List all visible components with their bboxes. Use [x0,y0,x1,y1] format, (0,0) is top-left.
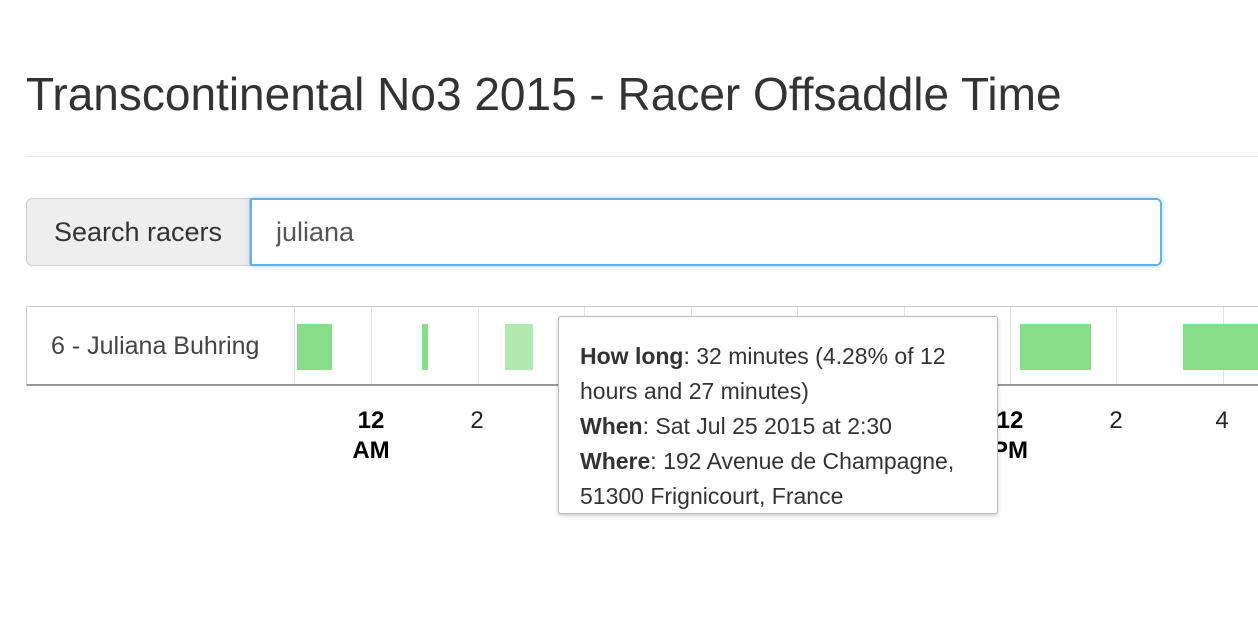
page-title: Transcontinental No3 2015 - Racer Offsad… [26,68,1062,120]
grid-line [371,307,372,384]
tooltip-where-value: : 192 Avenue de Champagne, 51300 Frignic… [580,448,955,509]
offsaddle-segment-highlighted[interactable] [505,324,533,370]
tick-label: 4 [1215,407,1229,434]
search-label: Search racers [26,198,250,266]
tick-label: 2 [1109,407,1123,434]
grid-line [478,307,479,384]
tick-label: 12 [996,407,1024,434]
search-group: Search racers [26,198,1162,266]
offsaddle-segment[interactable] [422,324,428,370]
tooltip-when-value: : Sat Jul 25 2015 at 2:30 [642,413,892,439]
time-axis-tick: 2 [1086,406,1146,436]
tooltip-how-long: How long: 32 minutes (4.28% of 12 hours … [580,339,977,409]
tooltip-where: Where: 192 Avenue de Champagne, 51300 Fr… [580,444,977,514]
time-axis-tick: 12 PM [980,406,1040,466]
time-axis-tick: 12 AM [341,406,401,466]
search-input[interactable] [250,198,1162,266]
tick-label: PM [992,437,1028,464]
tooltip-how-long-value: : 32 minutes (4.28% of 12 hours and 27 m… [580,343,946,404]
tooltip-where-label: Where [580,448,651,474]
title-divider [26,156,1258,157]
grid-line [1010,307,1011,384]
tooltip-when: When: Sat Jul 25 2015 at 2:30 [580,409,977,444]
segment-tooltip: How long: 32 minutes (4.28% of 12 hours … [558,316,998,514]
time-axis-tick: 4 [1192,406,1252,436]
tick-label: 2 [470,407,484,434]
time-axis-tick: 2 [447,406,507,436]
racer-label: 6 - Juliana Buhring [27,307,295,384]
offsaddle-segment[interactable] [297,324,332,370]
offsaddle-segment[interactable] [1020,324,1091,370]
tick-label: AM [352,437,390,464]
tooltip-when-label: When [580,413,643,439]
tooltip-how-long-label: How long [580,343,684,369]
grid-line [1116,307,1117,384]
offsaddle-segment[interactable] [1183,324,1258,370]
tick-label: 12 [357,407,385,434]
